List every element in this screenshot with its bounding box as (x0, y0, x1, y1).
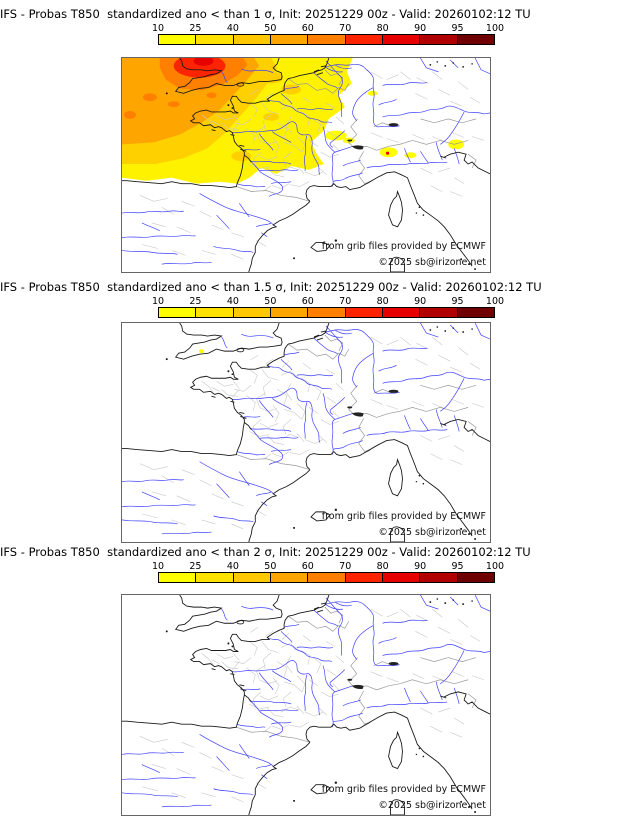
attribution-copyright: ©2025 sb@irizone.net (378, 800, 486, 811)
colorbar-tick-label: 60 (301, 23, 314, 34)
panel-1-colorbar-ticks: 10 25 40 50 60 70 80 90 95 100 (152, 23, 504, 34)
attribution-ecmwf: from grib files provided by ECMWF (321, 511, 486, 522)
colorbar-tick-label: 80 (376, 23, 389, 34)
colorbar-tick-label: 100 (485, 23, 505, 34)
attribution-copyright: ©2025 sb@irizone.net (378, 257, 486, 268)
colorbar-tick-label: 70 (339, 23, 352, 34)
colorbar-segment (345, 308, 383, 317)
colorbar-tick-label: 95 (451, 296, 464, 307)
colorbar-tick-label: 10 (151, 23, 165, 34)
colorbar-segment (457, 573, 494, 582)
attribution-ecmwf: from grib files provided by ECMWF (321, 784, 486, 795)
colorbar-tick-label: 10 (151, 296, 165, 307)
colorbar-segment (196, 573, 234, 582)
colorbar-tick-label: 70 (339, 296, 352, 307)
colorbar-tick-label: 60 (301, 561, 314, 572)
colorbar-segment (382, 573, 421, 582)
colorbar-tick-label: 100 (485, 296, 505, 307)
panel-1-map: from grib files provided by ECMWF ©2025 … (121, 57, 491, 273)
colorbar-tick-label: 50 (264, 561, 277, 572)
panel-2-probability-overlay (199, 349, 205, 354)
colorbar-segment (420, 35, 458, 44)
colorbar-segment (382, 308, 421, 317)
colorbar-tick-label: 25 (189, 23, 202, 34)
colorbar-tick-label: 25 (189, 561, 202, 572)
panel-1-colorbar (158, 34, 495, 45)
colorbar-tick-label: 25 (189, 296, 202, 307)
colorbar-tick-label: 40 (226, 296, 239, 307)
colorbar-tick-label: 80 (376, 296, 389, 307)
colorbar-segment (457, 308, 494, 317)
colorbar-segment (159, 573, 197, 582)
colorbar-tick-label: 40 (226, 23, 239, 34)
colorbar-tick-label: 60 (301, 296, 314, 307)
colorbar-tick-label: 40 (226, 561, 239, 572)
colorbar-segment (233, 35, 271, 44)
colorbar-segment (457, 35, 494, 44)
panel-2-colorbar (158, 307, 495, 318)
colorbar-segment (420, 573, 458, 582)
panel-3-map: from grib files provided by ECMWF ©2025 … (121, 594, 491, 816)
colorbar-segment (196, 308, 234, 317)
colorbar-segment (233, 308, 271, 317)
panel-1-probability-overlay (122, 58, 465, 184)
panel-3-title: IFS - Probas T850 standardized ano < tha… (0, 545, 531, 559)
colorbar-segment (345, 35, 383, 44)
colorbar-segment (270, 573, 309, 582)
colorbar-segment (270, 308, 309, 317)
colorbar-segment (196, 35, 234, 44)
colorbar-segment (159, 308, 197, 317)
colorbar-segment (308, 573, 346, 582)
colorbar-tick-label: 90 (414, 296, 427, 307)
attribution-ecmwf: from grib files provided by ECMWF (321, 241, 486, 252)
colorbar-tick-label: 95 (451, 561, 464, 572)
colorbar-segment (159, 35, 197, 44)
colorbar-tick-label: 90 (414, 23, 427, 34)
colorbar-tick-label: 90 (414, 561, 427, 572)
colorbar-tick-label: 50 (264, 296, 277, 307)
colorbar-tick-label: 80 (376, 561, 389, 572)
panel-2-colorbar-ticks: 10 25 40 50 60 70 80 90 95 100 (152, 296, 504, 307)
attribution-copyright: ©2025 sb@irizone.net (378, 527, 486, 538)
colorbar-segment (345, 573, 383, 582)
colorbar-tick-label: 50 (264, 23, 277, 34)
colorbar-tick-label: 70 (339, 561, 352, 572)
panel-2-map: from grib files provided by ECMWF ©2025 … (121, 322, 491, 543)
panel-3-colorbar (158, 572, 495, 583)
colorbar-tick-label: 95 (451, 23, 464, 34)
colorbar-segment (420, 308, 458, 317)
panel-1-title: IFS - Probas T850 standardized ano < tha… (0, 7, 531, 21)
panel-2-title: IFS - Probas T850 standardized ano < tha… (0, 280, 542, 294)
colorbar-segment (382, 35, 421, 44)
panel-3-colorbar-ticks: 10 25 40 50 60 70 80 90 95 100 (152, 561, 504, 572)
colorbar-tick-label: 10 (151, 561, 165, 572)
colorbar-segment (308, 308, 346, 317)
colorbar-segment (270, 35, 309, 44)
colorbar-segment (308, 35, 346, 44)
colorbar-segment (233, 573, 271, 582)
colorbar-tick-label: 100 (485, 561, 505, 572)
